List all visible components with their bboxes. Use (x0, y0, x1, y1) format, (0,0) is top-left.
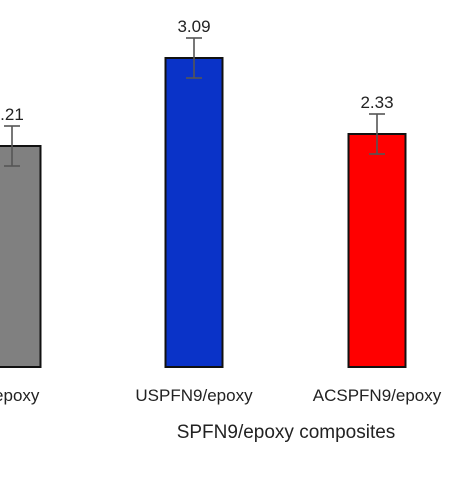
error-bar-2 (186, 37, 202, 79)
bars-layer (0, 57, 407, 368)
value-labels-layer: .21 3.09 2.33 (0, 17, 393, 124)
x-tick-label-2: USPFN9/epoxy (135, 386, 253, 405)
x-axis-title: SPFN9/epoxy composites (177, 422, 396, 443)
value-label-3: 2.33 (360, 93, 393, 112)
error-bars-layer (4, 37, 385, 167)
x-tick-labels-layer: t epoxy USPFN9/epoxy ACSPFN9/epoxy (0, 386, 442, 405)
value-label-1: .21 (0, 105, 24, 124)
bar-3 (347, 133, 407, 368)
error-bar-3 (369, 113, 385, 155)
x-tick-label-3: ACSPFN9/epoxy (313, 386, 442, 405)
bar-1 (0, 145, 42, 368)
bar-2 (164, 57, 224, 368)
x-tick-label-1: t epoxy (0, 386, 40, 405)
error-bar-1 (4, 125, 20, 167)
value-label-2: 3.09 (177, 17, 210, 36)
